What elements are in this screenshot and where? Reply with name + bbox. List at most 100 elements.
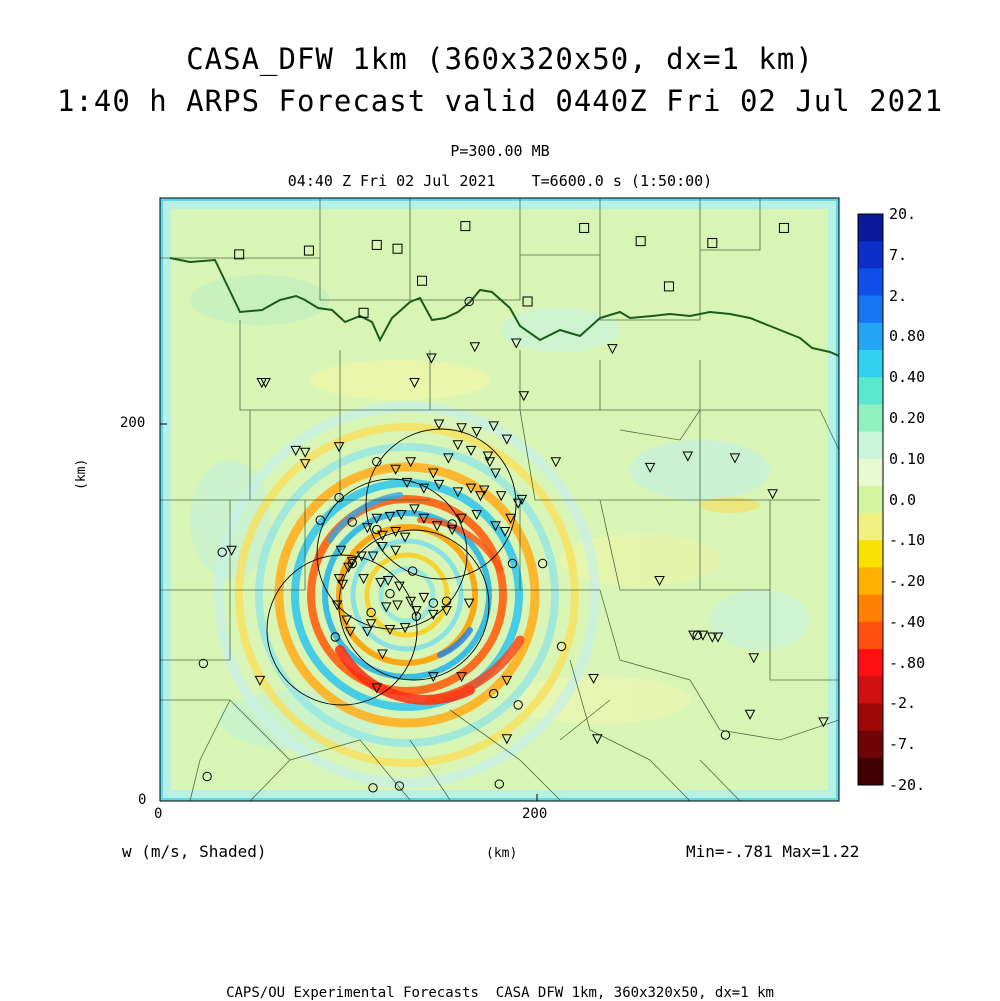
station-triangle (688, 630, 699, 641)
colorbar-swatch (858, 322, 883, 351)
colorbar-label: 20. (889, 205, 917, 223)
station-triangle (452, 487, 464, 498)
range-ring (316, 478, 468, 630)
station-triangle (456, 513, 467, 524)
colorbar-swatch (858, 377, 883, 405)
colorbar-swatch (858, 214, 883, 242)
station-triangle (446, 525, 458, 536)
station-circle (411, 611, 422, 621)
station-triangle (463, 598, 475, 609)
station-triangle (512, 498, 524, 509)
station-square (371, 239, 382, 250)
station-triangle (390, 545, 401, 556)
colorbar-swatch (858, 268, 883, 297)
station-triangle (260, 378, 271, 389)
station-circle (692, 630, 702, 640)
station-circle (556, 641, 567, 652)
station-triangle (490, 521, 501, 532)
station-circle (372, 457, 382, 467)
station-triangle (394, 581, 405, 592)
station-triangle (341, 615, 352, 626)
station-triangle (441, 606, 452, 617)
station-triangle (356, 551, 368, 562)
colorbar-swatch (858, 703, 883, 732)
station-triangle (452, 440, 464, 451)
colorbar-swatch (858, 649, 883, 677)
station-triangle (471, 509, 483, 521)
station-circle (494, 779, 504, 789)
station-circle (720, 730, 731, 740)
county-boundaries (160, 198, 839, 801)
station-triangle (335, 545, 347, 556)
station-square (417, 275, 428, 286)
station-square (663, 281, 674, 292)
station-circle (513, 700, 523, 710)
station-circle (464, 296, 474, 307)
x-axis-label: (km) (486, 846, 518, 861)
colorbar-swatch (858, 594, 883, 623)
station-triangle (767, 489, 778, 500)
station-square (635, 236, 646, 247)
station-circle (217, 547, 227, 557)
colorbar (857, 213, 884, 786)
station-triangle (456, 672, 467, 683)
colorbar-label: -.40 (889, 612, 926, 631)
boundary-ring-inner (163, 201, 836, 798)
station-circle (537, 558, 548, 569)
colorbar-label: 0.20 (889, 408, 926, 427)
station-triangle (290, 445, 302, 456)
station-triangle (405, 457, 417, 468)
station-circle (366, 607, 376, 618)
colorbar-label: 0.40 (889, 368, 926, 387)
x-tick-200: 200 (522, 806, 548, 822)
station-triangle (418, 513, 430, 524)
field-texture (190, 275, 810, 750)
colorbar-swatch (858, 757, 883, 786)
station-triangle (550, 457, 562, 468)
station-triangle (418, 483, 430, 494)
station-triangle (469, 342, 481, 353)
y-axis-label: (km) (74, 458, 89, 490)
station-triangle (362, 626, 373, 637)
station-circle (368, 783, 378, 793)
colorbar-swatch (858, 621, 883, 650)
station-triangle (431, 521, 443, 532)
station-triangle (382, 575, 394, 587)
station-triangle (405, 596, 417, 607)
station-circle (347, 558, 357, 569)
colorbar-swatch (858, 485, 883, 514)
station-triangle (409, 504, 420, 515)
colorbar-label: -2. (889, 694, 917, 713)
y-tick-200: 200 (120, 415, 146, 431)
colorbar-swatch (858, 349, 883, 378)
station-triangle (465, 445, 477, 456)
station-triangle (377, 649, 388, 660)
station-triangle (706, 632, 718, 643)
station-triangle (510, 338, 522, 349)
station-circle (315, 515, 325, 525)
station-triangle (427, 672, 439, 683)
station-circle (507, 558, 518, 569)
station-triangle (392, 600, 403, 611)
station-triangle (475, 491, 486, 502)
station-triangle (401, 477, 413, 489)
station-triangle (591, 734, 603, 745)
station-triangle (484, 457, 496, 468)
station-circle (202, 771, 212, 782)
station-triangle (427, 609, 439, 620)
station-triangle (367, 551, 379, 562)
station-triangle (377, 542, 388, 553)
station-triangle (516, 494, 528, 505)
station-triangle (518, 391, 530, 402)
station-circle (330, 632, 341, 642)
station-triangle (399, 623, 411, 634)
station-triangle (501, 675, 513, 686)
station-triangle (712, 632, 724, 643)
station-triangle (729, 453, 741, 464)
colorbar-swatch (858, 567, 883, 596)
station-triangle (427, 468, 439, 479)
station-triangle (333, 574, 345, 585)
station-triangle (501, 434, 513, 445)
station-triangle (433, 419, 445, 430)
